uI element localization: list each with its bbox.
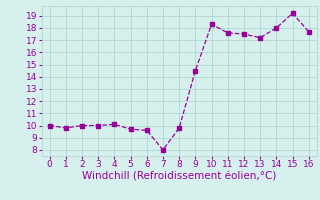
X-axis label: Windchill (Refroidissement éolien,°C): Windchill (Refroidissement éolien,°C) [82, 172, 276, 182]
